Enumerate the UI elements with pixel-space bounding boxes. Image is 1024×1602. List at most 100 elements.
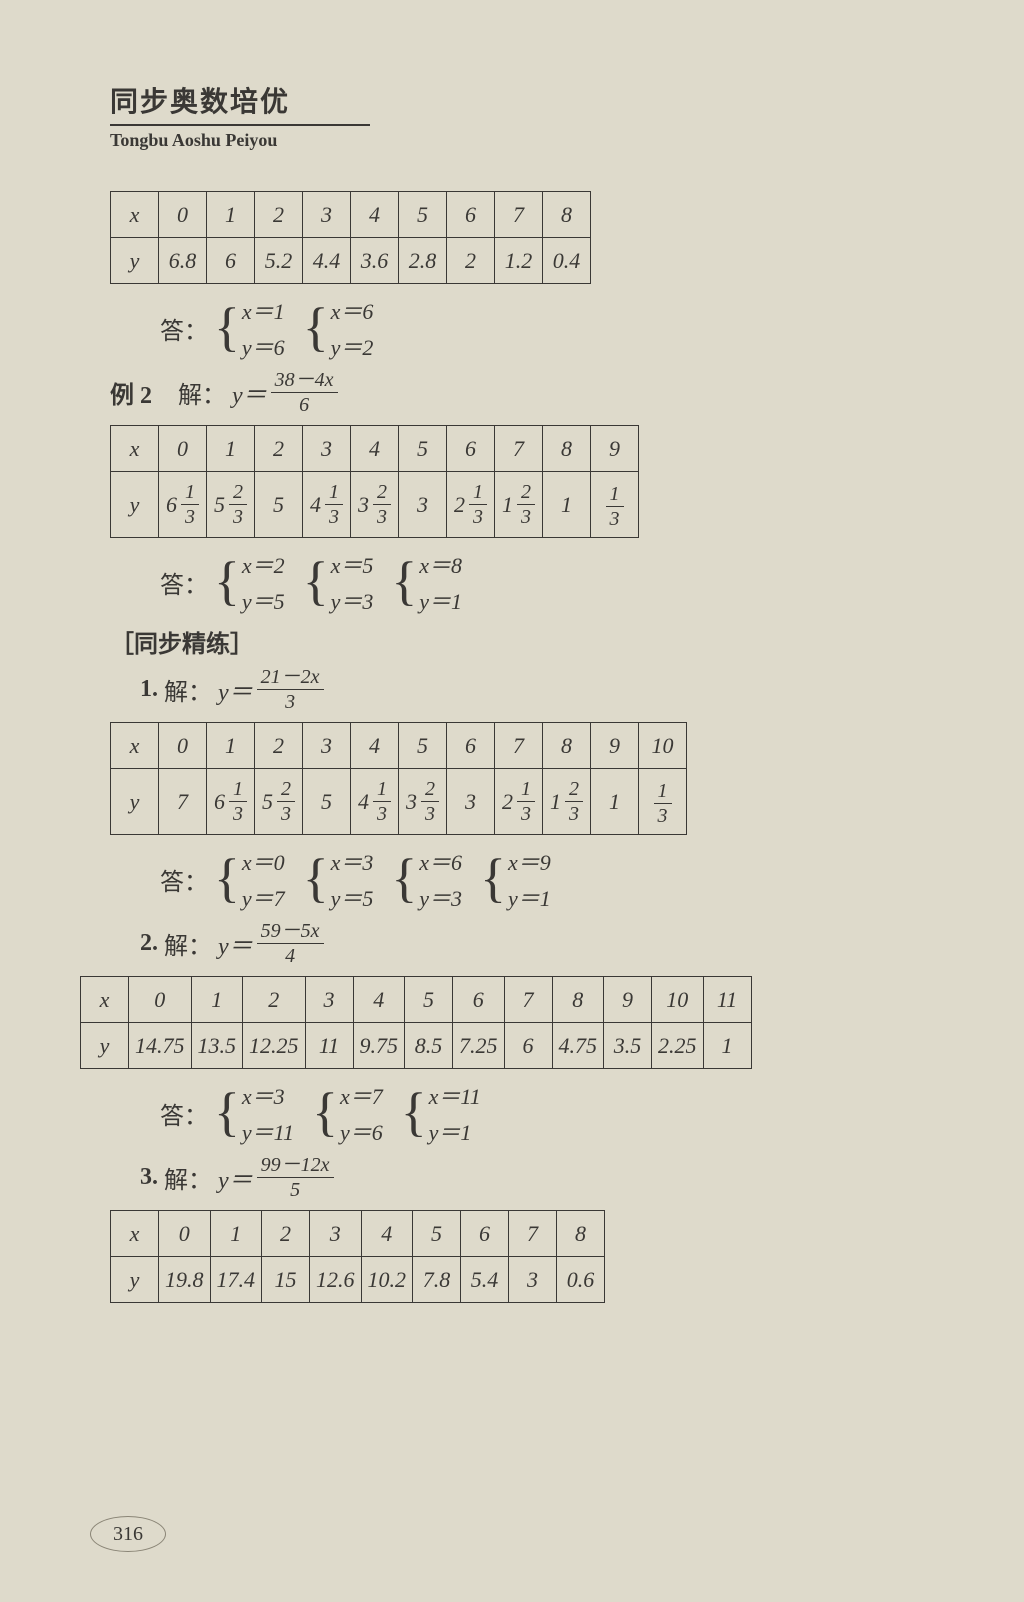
table-cell: 4 xyxy=(351,426,399,472)
table-cell: 213 xyxy=(495,769,543,835)
answer-label: 答： xyxy=(160,1096,208,1131)
table-2: x0123456789y61352354133233213123113 xyxy=(110,425,639,538)
table-cell: 5 xyxy=(405,977,453,1023)
table-cell: 5 xyxy=(399,192,447,238)
answer-2-systems: {x＝2y＝5{x＝5y＝3{x＝8y＝1 xyxy=(214,548,462,616)
table-cell: 17.4 xyxy=(210,1257,262,1303)
table-cell: 6 xyxy=(447,426,495,472)
table-3: x012345678910y761352354133233213123113 xyxy=(110,722,687,835)
table-cell: 2.25 xyxy=(652,1023,704,1069)
title-underline xyxy=(110,124,370,126)
answer-label: 答： xyxy=(160,311,208,346)
table-cell: 2.8 xyxy=(399,238,447,284)
page-header: 同步奥数培优 Tongbu Aoshu Peiyou xyxy=(110,80,954,151)
table-cell: 123 xyxy=(495,472,543,538)
equation-system: {x＝2y＝5 xyxy=(214,548,285,616)
table-cell: 4 xyxy=(353,977,405,1023)
table-cell: 1 xyxy=(591,769,639,835)
section-heading: ［同步精练］ xyxy=(110,624,954,659)
table-cell: 0 xyxy=(159,723,207,769)
table-cell: 413 xyxy=(351,769,399,835)
table-cell: 2 xyxy=(255,723,303,769)
equation-system: {x＝0y＝7 xyxy=(214,845,285,913)
table-cell: 323 xyxy=(351,472,399,538)
table-cell: 9 xyxy=(591,723,639,769)
table-cell: 12.25 xyxy=(243,1023,306,1069)
table-cell: 413 xyxy=(303,472,351,538)
table-cell: 7 xyxy=(495,723,543,769)
table-cell: 8 xyxy=(557,1211,605,1257)
answer-2: 答： {x＝2y＝5{x＝5y＝3{x＝8y＝1 xyxy=(160,548,954,616)
solve-label: 解： xyxy=(164,672,212,707)
title-chinese: 同步奥数培优 xyxy=(110,80,954,122)
equation-system: {x＝6y＝2 xyxy=(303,294,374,362)
table-cell: 6 xyxy=(461,1211,509,1257)
table-cell: 12.6 xyxy=(310,1257,362,1303)
equation-system: {x＝7y＝6 xyxy=(312,1079,383,1147)
table-cell: 7 xyxy=(159,769,207,835)
table-cell: 1 xyxy=(543,472,591,538)
table-cell: 7 xyxy=(509,1211,557,1257)
table-cell: 0 xyxy=(159,1211,211,1257)
table-cell: 13.5 xyxy=(191,1023,243,1069)
table-cell: 523 xyxy=(207,472,255,538)
equation-system: {x＝1y＝6 xyxy=(214,294,285,362)
table-cell: 613 xyxy=(159,472,207,538)
answer-1-systems: {x＝1y＝6 {x＝6y＝2 xyxy=(214,294,373,362)
equation-system: {x＝5y＝3 xyxy=(303,548,374,616)
problem-number: 3. xyxy=(140,1164,158,1191)
table-cell: 3 xyxy=(310,1211,362,1257)
table-cell: 1 xyxy=(703,1023,751,1069)
example-label: 例 2 xyxy=(110,375,152,410)
solve-label: 解： xyxy=(164,926,212,961)
table-cell: 6.8 xyxy=(159,238,207,284)
table-cell: 11 xyxy=(305,1023,353,1069)
table-cell: 5.4 xyxy=(461,1257,509,1303)
table-cell: 523 xyxy=(255,769,303,835)
answer-3-systems: {x＝0y＝7{x＝3y＝5{x＝6y＝3{x＝9y＝1 xyxy=(214,845,551,913)
table-cell: 3 xyxy=(303,426,351,472)
problem-number: 1. xyxy=(140,676,158,703)
table-cell: 613 xyxy=(207,769,255,835)
problem-2-line: 2. 解： y＝ 59－5x 4 xyxy=(140,921,954,966)
table-cell: 7.8 xyxy=(413,1257,461,1303)
table-cell: 5 xyxy=(413,1211,461,1257)
page-number: 316 xyxy=(90,1516,166,1552)
table-cell: 4 xyxy=(351,723,399,769)
answer-label: 答： xyxy=(160,862,208,897)
table-cell: 8 xyxy=(543,426,591,472)
table-cell: 5 xyxy=(399,723,447,769)
table-cell: 4.75 xyxy=(552,1023,604,1069)
table-4: x01234567891011y14.7513.512.25119.758.57… xyxy=(80,976,752,1069)
table-cell: 0 xyxy=(159,192,207,238)
equation-system: {x＝6y＝3 xyxy=(391,845,462,913)
table-cell: 19.8 xyxy=(159,1257,211,1303)
table-cell: 0 xyxy=(129,977,192,1023)
table-cell: 6 xyxy=(453,977,505,1023)
answer-1: 答： {x＝1y＝6 {x＝6y＝2 xyxy=(160,294,954,362)
table-1: x012345678y6.865.24.43.62.821.20.4 xyxy=(110,191,591,284)
table-cell: 4.4 xyxy=(303,238,351,284)
table-cell: 9 xyxy=(591,426,639,472)
table-cell: 2 xyxy=(255,192,303,238)
table-cell: 3 xyxy=(303,192,351,238)
answer-label: 答： xyxy=(160,565,208,600)
solve-label: 解： xyxy=(164,1160,212,1195)
problem-3-line: 3. 解： y＝ 99－12x 5 xyxy=(140,1155,954,1200)
table-cell: 3.5 xyxy=(604,1023,652,1069)
table-cell: 2 xyxy=(447,238,495,284)
table-cell: 2 xyxy=(255,426,303,472)
table-cell: 8 xyxy=(543,192,591,238)
table-cell: 3 xyxy=(447,769,495,835)
page-content: x012345678y6.865.24.43.62.821.20.4 答： {x… xyxy=(110,191,954,1303)
table-cell: 5 xyxy=(303,769,351,835)
table-cell: 7.25 xyxy=(453,1023,505,1069)
table-cell: 7 xyxy=(495,426,543,472)
table-cell: 6 xyxy=(447,723,495,769)
table-cell: 10 xyxy=(652,977,704,1023)
table-cell: 4 xyxy=(361,1211,413,1257)
problem-3-equation: y＝ 99－12x 5 xyxy=(218,1155,334,1200)
table-5: x012345678y19.817.41512.610.27.85.430.6 xyxy=(110,1210,605,1303)
problem-1-equation: y＝ 21－2x 3 xyxy=(218,667,324,712)
table-cell: 11 xyxy=(703,977,751,1023)
